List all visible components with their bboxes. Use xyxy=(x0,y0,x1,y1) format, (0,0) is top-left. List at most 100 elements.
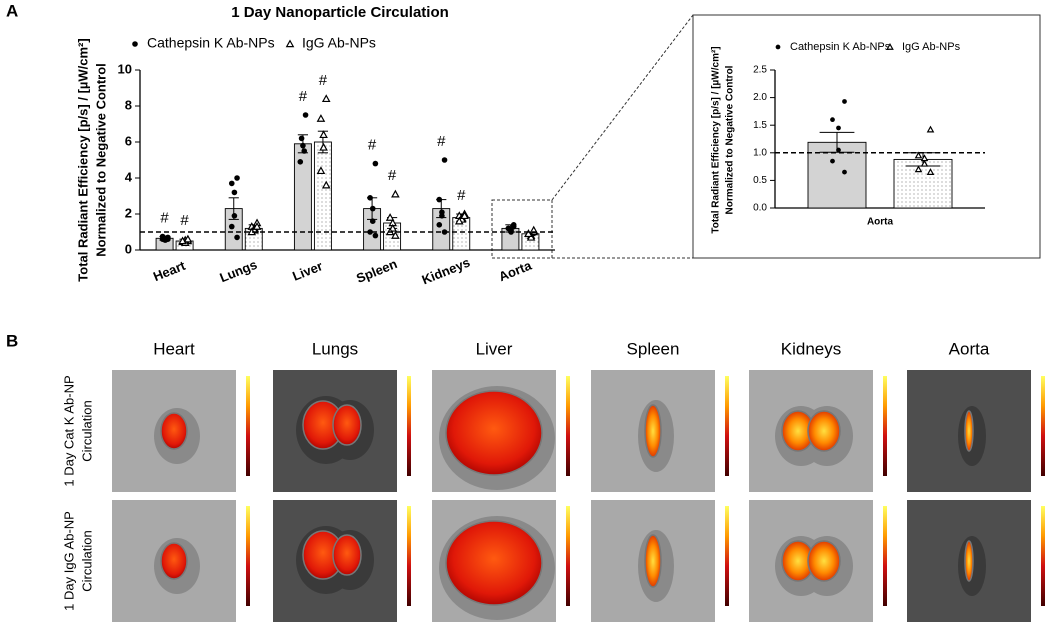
data-point xyxy=(234,175,240,181)
data-point xyxy=(300,142,306,149)
y-tick-label: 0 xyxy=(125,241,132,256)
significance-label: # xyxy=(160,209,169,226)
data-point xyxy=(454,216,464,225)
data-point xyxy=(372,160,379,167)
color-scale xyxy=(725,506,729,606)
data-point xyxy=(316,166,326,175)
data-point xyxy=(926,168,935,175)
data-point xyxy=(836,125,841,131)
legend-label: Cathepsin K Ab-NPs xyxy=(790,41,891,53)
color-scale xyxy=(566,506,570,606)
data-point xyxy=(301,148,308,154)
legend-marker xyxy=(285,39,295,48)
data-point xyxy=(316,114,326,122)
significance-label: # xyxy=(368,137,377,154)
x-tick-label: Kidneys xyxy=(420,255,473,288)
data-point xyxy=(165,236,171,243)
significance-label: # xyxy=(319,72,328,89)
y-tick-label: 0.0 xyxy=(753,203,767,214)
y-tick-label: 0.5 xyxy=(753,175,767,186)
tissue-signal xyxy=(807,410,841,452)
data-point xyxy=(385,213,395,221)
data-point xyxy=(159,233,166,240)
data-point xyxy=(842,99,847,104)
data-point xyxy=(524,229,533,238)
data-point xyxy=(836,147,841,153)
data-point xyxy=(252,222,262,230)
data-point xyxy=(369,205,376,212)
chart-title: 1 Day Nanoparticle Circulation xyxy=(231,4,449,21)
x-tick-label: Heart xyxy=(151,258,188,285)
tissue-signal xyxy=(644,404,662,458)
row-label: Circulation xyxy=(79,530,94,591)
data-point xyxy=(441,157,448,163)
bar xyxy=(293,143,312,251)
y-tick-label: 10 xyxy=(118,61,132,76)
data-point xyxy=(369,218,376,225)
tissue-signal xyxy=(445,390,543,476)
data-point xyxy=(842,169,847,175)
x-tick-label: Aorta xyxy=(496,257,534,284)
tissue-signal xyxy=(644,534,662,588)
panel-label: A xyxy=(6,1,18,20)
color-scale xyxy=(883,506,887,606)
y-tick-label: 1.0 xyxy=(753,147,767,158)
row-label: 1 Day IgG Ab-NP xyxy=(61,511,76,611)
data-point xyxy=(372,232,379,239)
data-point xyxy=(914,165,923,173)
inset-frame xyxy=(692,14,1041,259)
column-header: Aorta xyxy=(949,339,990,358)
y-tick-label: 4 xyxy=(125,169,133,184)
color-scale xyxy=(407,376,411,476)
tissue-signal xyxy=(964,540,974,582)
legend-label: Cathepsin K Ab-NPs xyxy=(147,35,275,51)
tissue-signal xyxy=(964,410,974,452)
data-point xyxy=(298,135,305,142)
data-point xyxy=(830,158,835,164)
legend-label: IgG Ab-NPs xyxy=(902,41,961,53)
data-point xyxy=(321,180,331,189)
x-tick-label: Lungs xyxy=(217,257,259,286)
data-point xyxy=(319,142,328,151)
significance-label: # xyxy=(457,187,466,204)
legend-marker xyxy=(775,44,781,50)
data-point xyxy=(526,232,536,241)
data-point xyxy=(297,158,304,165)
color-scale xyxy=(1041,506,1045,606)
legend-marker xyxy=(886,42,894,50)
y-axis-label: Normalized to Negative Control xyxy=(93,63,108,257)
panel-label: B xyxy=(6,331,18,350)
tissue-signal xyxy=(332,404,362,446)
bar xyxy=(893,158,953,209)
bar xyxy=(313,141,332,251)
data-point xyxy=(228,180,235,187)
y-tick-label: 1.5 xyxy=(753,120,767,131)
y-tick-label: 2 xyxy=(125,205,132,220)
tissue-signal xyxy=(807,540,841,582)
tissue-signal xyxy=(445,520,543,606)
x-tick-label: Spleen xyxy=(354,256,399,286)
y-tick-label: 8 xyxy=(125,97,132,112)
x-tick-label: Liver xyxy=(290,258,324,284)
significance-label: # xyxy=(437,133,446,150)
significance-label: # xyxy=(180,212,189,229)
data-point xyxy=(926,125,935,133)
data-point xyxy=(234,234,240,241)
color-scale xyxy=(566,376,570,476)
legend-label: IgG Ab-NPs xyxy=(302,35,376,51)
color-scale xyxy=(246,376,250,476)
data-point xyxy=(319,130,328,139)
color-scale xyxy=(883,376,887,476)
color-scale xyxy=(407,506,411,606)
color-scale xyxy=(246,506,250,606)
column-header: Spleen xyxy=(627,339,680,358)
y-tick-label: 2.5 xyxy=(753,65,767,76)
data-point xyxy=(391,231,400,239)
tissue-signal xyxy=(160,542,188,580)
data-point xyxy=(183,234,193,243)
data-point xyxy=(439,212,445,219)
legend-marker xyxy=(132,41,138,47)
y-tick-label: 2.0 xyxy=(753,92,767,103)
zoom-box xyxy=(491,199,553,259)
